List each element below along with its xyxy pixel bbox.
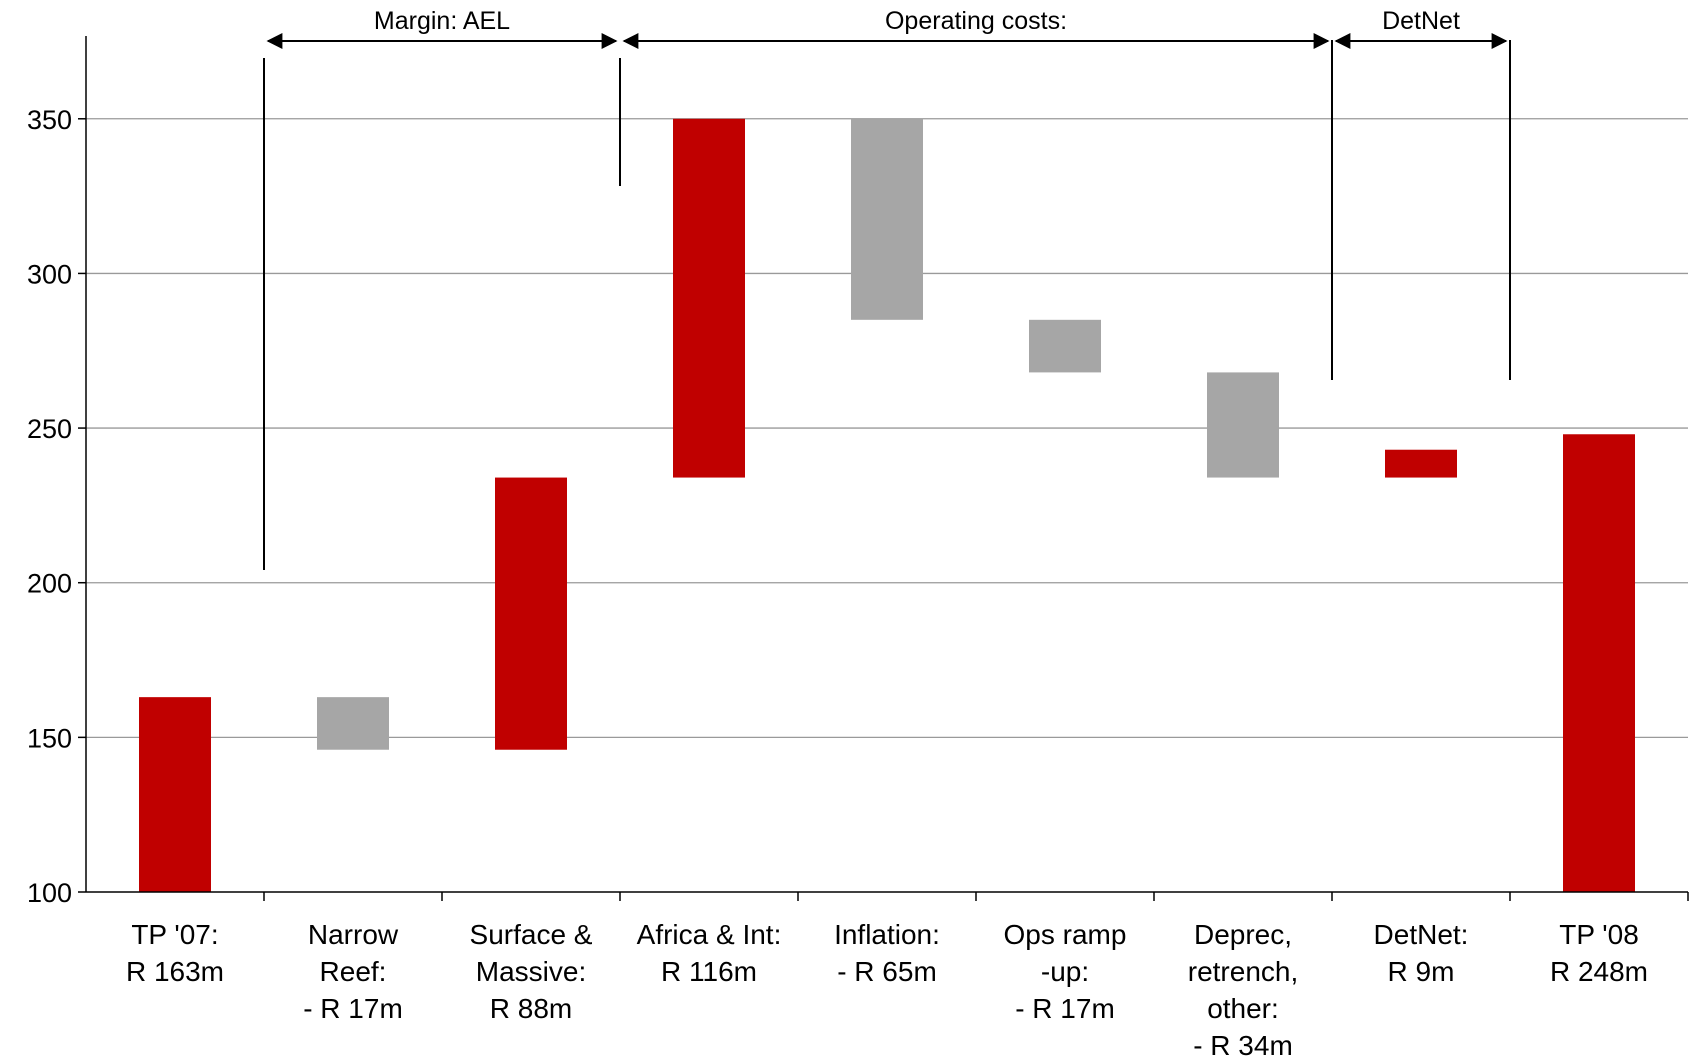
bar-3 <box>495 477 567 750</box>
x-axis-labels: TP '07: R 163m Narrow Reef: - R 17m Surface &… <box>126 919 1648 1057</box>
bar-8 <box>1385 449 1457 478</box>
x-category-label: Ops ramp -up: - R 17m <box>1004 919 1127 1024</box>
bar-1 <box>139 697 211 892</box>
x-category-label: Surface & Massive: R 88m <box>470 919 593 1024</box>
x-category-label: Africa & Int: R 116m <box>637 919 782 987</box>
bracket-label: DetNet <box>1382 7 1460 35</box>
x-category-label: DetNet: R 9m <box>1374 919 1469 987</box>
y-tick-label: 300 <box>27 259 72 289</box>
x-category-label: TP '08 R 248m <box>1550 919 1648 987</box>
bars <box>139 118 1635 892</box>
bar-5 <box>851 118 923 320</box>
bracket-label: Operating costs: <box>885 7 1067 35</box>
bar-2 <box>317 697 389 750</box>
bar-7 <box>1207 372 1279 478</box>
x-category-label: TP '07: R 163m <box>126 919 224 987</box>
y-tick-label: 350 <box>27 105 72 135</box>
y-tick-label: 200 <box>27 569 72 599</box>
y-tick-label: 100 <box>27 878 72 908</box>
bar-9 <box>1563 434 1635 892</box>
bracket-annotations: Margin: AEL Operating costs: DetNet <box>263 7 1511 570</box>
bar-4 <box>673 118 745 478</box>
y-tick-label: 150 <box>27 723 72 753</box>
y-tick-label: 250 <box>27 414 72 444</box>
x-category-label: Narrow Reef: - R 17m <box>303 919 403 1024</box>
y-axis-ticks: 100 150 200 250 300 350 <box>27 105 86 908</box>
bracket-label: Margin: AEL <box>374 7 510 35</box>
x-category-label: Inflation: - R 65m <box>834 919 940 987</box>
axes <box>85 36 1689 901</box>
bar-6 <box>1029 319 1101 373</box>
x-category-label: Deprec, retrench, other: - R 34m <box>1188 919 1299 1057</box>
